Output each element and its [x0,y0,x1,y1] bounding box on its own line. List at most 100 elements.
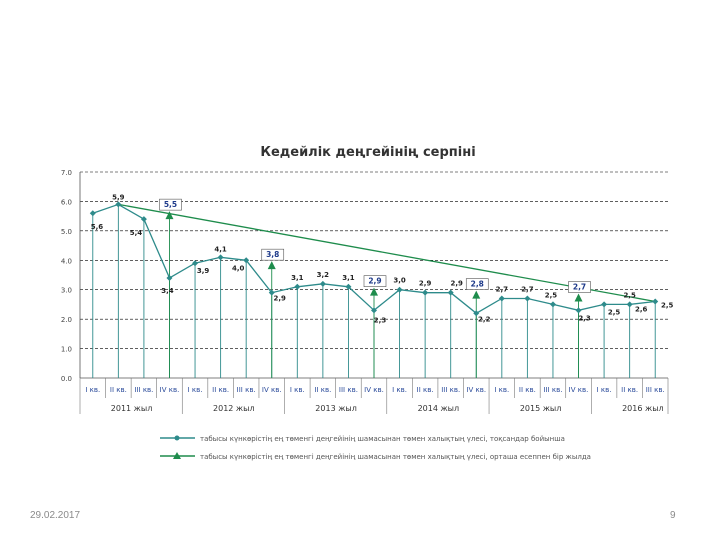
data-label-quarterly: 3,0 [393,277,406,285]
data-label-quarterly: 2,9 [274,295,287,303]
trendline-group [118,203,656,303]
x-tick-label: III кв. [646,386,665,394]
data-label-quarterly: 2,9 [419,280,432,288]
data-label-quarterly: 2,2 [478,315,491,323]
data-point-quarterly [575,307,582,314]
year-label: 2016 жыл [622,404,664,413]
legend-marker-annual [173,452,181,459]
year-label: 2015 жыл [520,404,562,413]
x-tick-label: III кв. [237,386,256,394]
data-point-quarterly [217,254,224,261]
data-label-annual: 2,8 [471,280,484,289]
x-tick-label: II кв. [314,386,331,394]
data-point-quarterly [294,283,301,290]
data-label-quarterly: 2,5 [545,291,558,299]
y-axis: 0.0 1.0 2.0 3.0 4.0 5.0 6.0 7.0 [61,169,81,383]
data-point-quarterly [626,301,633,308]
data-label-quarterly: 4,1 [214,245,227,253]
x-tick-label: III кв. [441,386,460,394]
legend: табысы күнкөрістің ең төменгі деңгейінің… [160,435,591,461]
x-tick-label: I кв. [290,386,305,394]
year-label: 2014 жыл [418,404,460,413]
data-point-quarterly [473,310,480,317]
drop-lines [92,204,656,378]
data-point-annual [267,261,276,270]
x-tick-label: III кв. [134,386,153,394]
data-label-box-annual [465,278,489,290]
data-label-quarterly: 2,9 [450,280,463,288]
x-tick-label: II кв. [110,386,127,394]
data-point-quarterly [601,301,608,308]
data-label-annual: 2,9 [368,277,381,286]
x-axis: I кв. II кв. III кв. IV кв. I кв. II кв. III к… [79,377,669,414]
data-label-annual: 2,7 [573,283,586,292]
legend-marker-quarterly [174,435,180,441]
data-label-quarterly: 5,6 [91,223,104,231]
x-tick-label: II кв. [417,386,434,394]
x-tick-label: II кв. [621,386,638,394]
data-point-quarterly [140,216,147,223]
footer-date: 29.02.2017 [30,510,81,521]
data-point-quarterly [422,289,429,296]
data-point-quarterly [524,295,531,302]
series-annual: 5,5 3,8 2,9 2,8 2,7 [159,198,591,302]
y-tick-label: 2.0 [61,316,72,324]
data-label-quarterly: 2,3 [374,316,387,324]
data-label-quarterly: 5,9 [112,193,125,201]
data-label-extra: 2,5 [661,301,674,309]
data-label-annual: 5,5 [164,200,177,209]
x-tick-label: I кв. [188,386,203,394]
chart-title: Кедейлік деңгейінің серпіні [260,145,475,160]
legend-label-annual: табысы күнкөрістің ең төменгі деңгейінің… [200,453,591,461]
data-point-annual [472,290,481,299]
data-point-quarterly [268,289,275,296]
x-tick-label: IV кв. [160,386,180,394]
data-label-quarterly: 4,0 [232,264,245,272]
x-tick-label: IV кв. [262,386,282,394]
data-label-quarterly: 5,4 [130,229,143,237]
data-label-quarterly: 2,3 [578,314,591,322]
data-point-quarterly [549,301,556,308]
data-label-quarterly: 2,5 [608,308,621,316]
data-point-quarterly [447,289,454,296]
x-tick-label: I кв. [597,386,612,394]
y-tick-label: 7.0 [61,169,72,177]
y-tick-label: 1.0 [61,346,72,354]
data-point-quarterly [115,201,122,208]
y-tick-label: 5.0 [61,228,72,236]
series-quarterly: 5,6 5,9 5,4 3,4 3,9 4,1 4,0 2,9 3,1 3,2 3,1 2,3 3,0 2… [89,193,674,324]
data-point-quarterly [192,260,199,267]
data-label-box-annual [261,248,285,261]
legend-label-quarterly: табысы күнкөрістің ең төменгі деңгейінің… [200,435,565,443]
x-tick-label: II кв. [212,386,229,394]
y-tick-label: 3.0 [61,287,72,295]
x-tick-label: IV кв. [466,386,486,394]
x-tick-label: III кв. [543,386,562,394]
year-label: 2011 жыл [111,404,153,413]
x-tick-label: IV кв. [364,386,384,394]
data-label-quarterly: 3,2 [317,271,330,279]
data-label-quarterly: 3,9 [197,267,210,275]
data-label-quarterly: 2,7 [521,286,534,294]
x-tick-label: I кв. [85,386,100,394]
trendline [118,203,656,303]
data-point-quarterly [166,274,173,281]
data-label-quarterly: 3,4 [161,287,174,295]
y-tick-label: 6.0 [61,198,72,206]
data-label-annual: 3,8 [266,250,279,259]
data-point-annual [574,293,583,302]
data-label-box-annual [363,275,387,287]
data-point-annual [165,211,174,220]
data-label-quarterly: 3,1 [342,274,355,282]
data-point-quarterly [345,283,352,290]
data-point-quarterly [652,298,659,305]
year-label: 2013 жыл [315,404,357,413]
x-tick-label: I кв. [494,386,509,394]
data-label-box-annual [159,198,182,211]
data-label-quarterly: 2,7 [496,286,509,294]
data-point-quarterly [371,307,377,314]
x-tick-label: II кв. [519,386,536,394]
data-label-quarterly: 2,6 [635,305,648,313]
year-label: 2012 жыл [213,404,255,413]
